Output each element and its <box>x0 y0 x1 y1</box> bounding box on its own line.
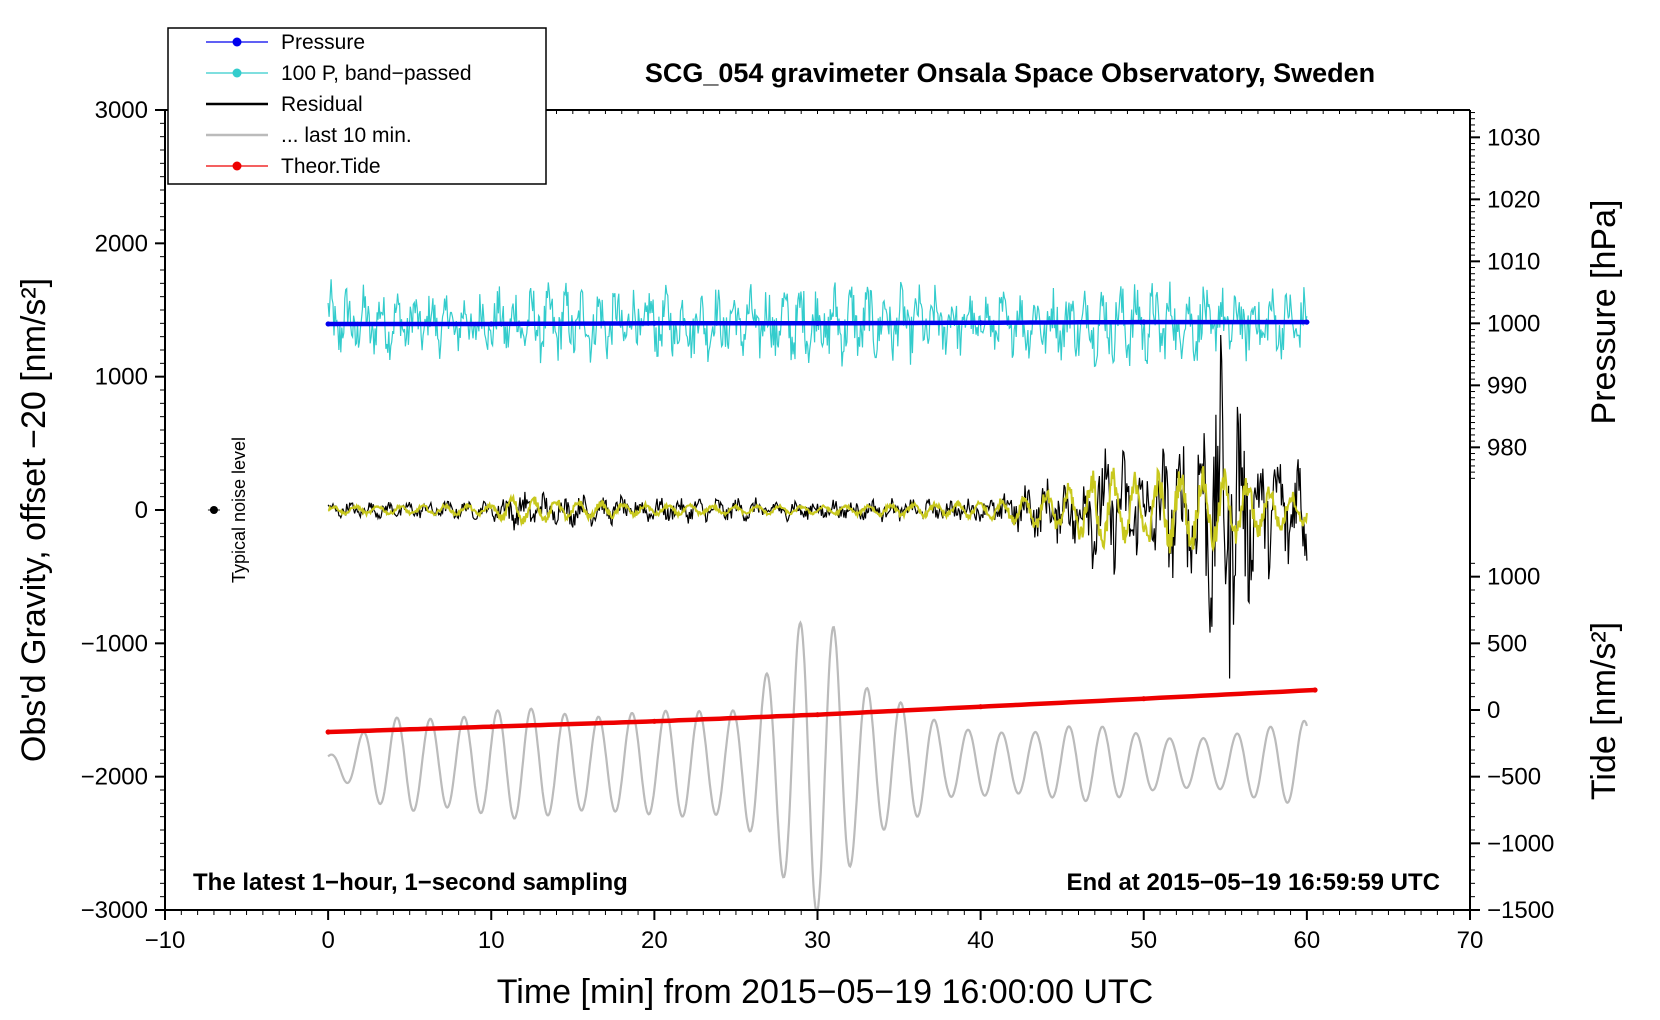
series-layer <box>325 279 1318 910</box>
pressure-tick-label: 990 <box>1487 372 1527 399</box>
y-tick-label: −3000 <box>81 897 148 924</box>
legend-label: 100 P, band−passed <box>281 62 472 85</box>
legend-entry: Residual <box>206 93 363 116</box>
x-tick-label: 70 <box>1457 927 1484 954</box>
series-residual-bandpassed <box>327 466 1308 554</box>
x-tick-label: 40 <box>967 927 994 954</box>
noise-level-dot <box>209 506 218 514</box>
x-tick-label: 20 <box>641 927 668 954</box>
tide-tick-label: −1000 <box>1487 830 1554 857</box>
tide-tick-label: −1500 <box>1487 897 1554 924</box>
legend-entry: ... last 10 min. <box>206 124 412 147</box>
y-tick-label: −2000 <box>81 764 148 791</box>
tide-tick-label: 1000 <box>1487 564 1540 591</box>
end-time-note: End at 2015−05−19 16:59:59 UTC <box>1066 869 1440 896</box>
legend-swatch-marker <box>232 161 242 171</box>
y-tick-label: −1000 <box>81 630 148 657</box>
x-tick-label: 10 <box>478 927 505 954</box>
pressure-tick-label: 1020 <box>1487 186 1540 213</box>
pressure-point <box>325 321 331 327</box>
pressure-point <box>814 320 821 326</box>
tide-tick-label: 500 <box>1487 630 1527 657</box>
legend-swatch-marker <box>232 68 242 78</box>
legend-label: ... last 10 min. <box>281 124 412 147</box>
pressure-point <box>651 320 657 326</box>
y-tick-label: 0 <box>135 497 148 524</box>
x-tick-label: 0 <box>321 927 334 954</box>
label-layer: SCG_054 gravimeter Onsala Space Observat… <box>15 58 1623 1011</box>
pressure-tick-label: 1030 <box>1487 124 1540 151</box>
series-last-10-min <box>327 620 1308 910</box>
legend-entry: 100 P, band−passed <box>206 62 472 85</box>
legend-swatch-marker <box>232 37 242 47</box>
x-axis-title: Time [min] from 2015−05−19 16:00:00 UTC <box>497 973 1153 1011</box>
pressure-point <box>978 320 984 326</box>
tide-point <box>488 724 494 730</box>
series-bandpassed-pressure <box>327 279 1308 368</box>
legend-label: Pressure <box>281 31 365 54</box>
y-axis-title-pressure: Pressure [hPa] <box>1585 200 1623 425</box>
pressure-point <box>488 321 494 327</box>
legend-label: Residual <box>281 93 363 116</box>
pressure-point <box>1141 319 1147 325</box>
pressure-point <box>1304 319 1310 325</box>
tide-point <box>651 718 657 724</box>
sampling-note: The latest 1−hour, 1−second sampling <box>193 869 628 896</box>
tide-tick-label: 0 <box>1487 697 1500 724</box>
x-tick-label: 30 <box>804 927 831 954</box>
x-tick-label: −10 <box>145 927 186 954</box>
tide-point <box>978 704 984 710</box>
y-tick-label: 2000 <box>95 230 148 257</box>
y-axis-title-gravity: Obs'd Gravity, offset −20 [nm/s²] <box>15 278 53 762</box>
tide-point <box>814 712 821 718</box>
y-tick-label: 1000 <box>95 364 148 391</box>
legend-entry: Pressure <box>206 31 365 54</box>
legend-entry: Theor.Tide <box>206 155 381 178</box>
tide-point <box>1141 696 1147 702</box>
legend-box <box>167 27 547 185</box>
y-tick-label: 3000 <box>95 97 148 124</box>
pressure-tick-label: 980 <box>1487 434 1527 461</box>
pressure-tick-label: 1000 <box>1487 310 1540 337</box>
x-tick-label: 60 <box>1294 927 1321 954</box>
tide-point <box>1312 687 1318 693</box>
chart-title: SCG_054 gravimeter Onsala Space Observat… <box>645 58 1375 88</box>
tide-point <box>325 729 331 735</box>
legend-label: Theor.Tide <box>281 155 381 178</box>
x-tick-label: 50 <box>1130 927 1157 954</box>
tide-tick-label: −500 <box>1487 764 1541 791</box>
legend: Pressure 100 P, band−passed Residual ... la… <box>167 27 547 185</box>
y-axis-title-tide: Tide [nm/s²] <box>1585 622 1623 800</box>
noise-level-label: Typical noise level <box>229 437 249 583</box>
pressure-tick-label: 1010 <box>1487 248 1540 275</box>
